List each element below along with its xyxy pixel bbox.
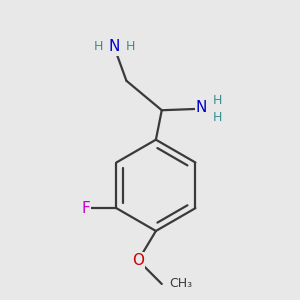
Text: H: H	[213, 110, 222, 124]
Text: O: O	[132, 253, 144, 268]
Text: F: F	[81, 201, 90, 216]
Text: N: N	[109, 39, 120, 54]
Text: CH₃: CH₃	[169, 278, 192, 290]
Text: N: N	[196, 100, 207, 115]
Text: H: H	[212, 94, 222, 107]
Text: H: H	[94, 40, 103, 53]
Text: H: H	[126, 40, 136, 53]
